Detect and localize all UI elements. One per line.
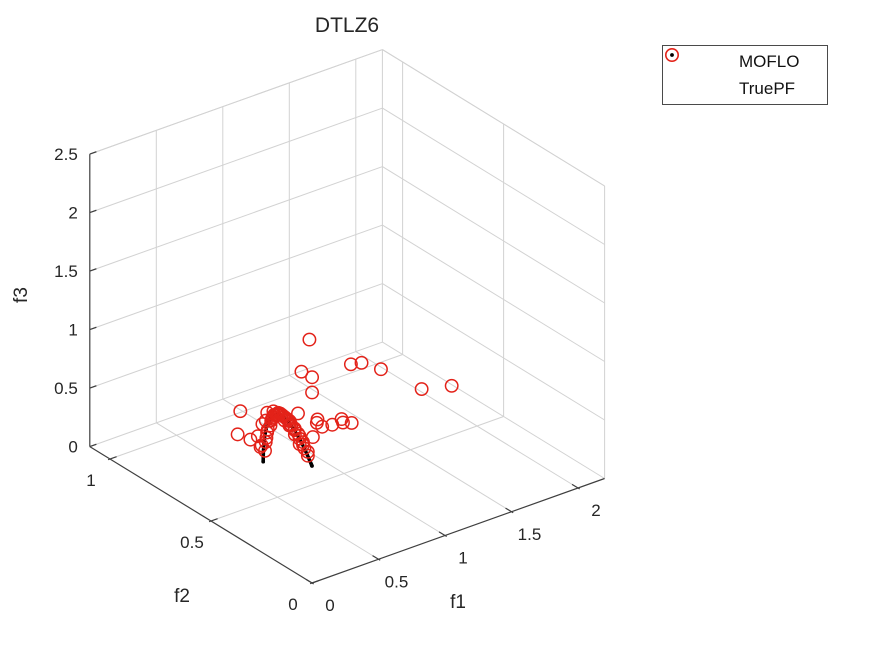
moflo-point (291, 406, 305, 421)
moflo-point (444, 378, 459, 393)
z-tick (89, 151, 97, 155)
x-tick (372, 555, 381, 561)
moflo-point (305, 385, 320, 400)
y-tick (107, 456, 117, 461)
box-edge (382, 49, 605, 187)
z-tick-label: 2 (68, 204, 77, 223)
legend-item-moflo: MOFLO (663, 48, 827, 75)
wall-grid-line (382, 107, 605, 245)
moflo-point (300, 444, 315, 459)
moflo-point (300, 448, 315, 463)
moflo-point (315, 419, 330, 434)
x-axis-line (311, 477, 605, 584)
floor-grid-line (210, 416, 504, 522)
x-axis-label: f1 (450, 592, 466, 613)
y-tick-label: 0.5 (180, 533, 204, 552)
moflo-point (305, 370, 320, 385)
moflo-point (305, 430, 320, 445)
x-tick-label: 0.5 (385, 572, 409, 591)
z-tick-label: 2.5 (54, 145, 78, 164)
wall-grid-line (382, 224, 605, 362)
moflo-point (302, 332, 317, 347)
box-edge (89, 49, 383, 155)
wall-grid-line (89, 224, 383, 331)
x-tick-label: 1.5 (518, 525, 542, 544)
truepf-point (310, 464, 314, 468)
moflo-point (253, 440, 268, 454)
y-tick-label: 1 (86, 471, 95, 490)
x-tick-label: 1 (458, 549, 467, 568)
wall-grid-line (89, 107, 383, 214)
moflo-point (230, 427, 245, 442)
x-tick-label: 2 (591, 501, 600, 520)
moflo-point (233, 404, 248, 419)
moflo-point (310, 412, 325, 427)
y-tick (208, 518, 218, 523)
wall-grid-line (382, 283, 605, 421)
x-tick-label: 0 (325, 596, 334, 615)
wall-grid-line (89, 166, 383, 272)
floor-grid-line (156, 422, 379, 560)
z-axis-label: f3 (11, 287, 32, 303)
z-tick-label: 0.5 (54, 379, 78, 398)
x-tick (505, 507, 514, 514)
floor-grid-line (289, 374, 512, 513)
moflo-point (243, 432, 258, 447)
floor-grid-line (109, 354, 403, 460)
legend-label-truepf: TruePF (739, 78, 796, 98)
x-tick (571, 483, 581, 490)
plot-title: DTLZ6 (314, 14, 380, 37)
y-axis-line (89, 446, 313, 584)
box-edge (382, 341, 605, 479)
box-edge (89, 341, 383, 448)
moflo-point (292, 437, 307, 452)
moflo-point (374, 362, 388, 377)
y-tick-label: 0 (288, 595, 297, 614)
legend-item-truepf: TruePF (663, 53, 827, 102)
z-tick (89, 209, 97, 214)
wall-grid-line (382, 166, 605, 304)
floor-grid-line (355, 351, 579, 489)
z-tick (89, 385, 97, 389)
moflo-point (254, 438, 269, 453)
moflo-point (250, 429, 265, 444)
z-tick-label: 1.5 (54, 262, 78, 281)
moflo-point (344, 416, 359, 430)
z-tick (89, 326, 97, 331)
wall-grid-line (89, 283, 383, 389)
moflo-point (297, 441, 312, 456)
y-axis-label: f2 (174, 586, 190, 607)
z-tick (89, 443, 97, 448)
floor-grid-line (222, 398, 446, 536)
z-tick (89, 268, 97, 272)
legend: MOFLO TruePF (662, 45, 828, 105)
moflo-point (343, 357, 358, 372)
x-tick (438, 531, 448, 538)
z-tick-label: 0 (68, 438, 77, 457)
moflo-point (294, 364, 309, 379)
legend-label-moflo: MOFLO (739, 51, 800, 71)
moflo-point (414, 382, 429, 397)
y-tick (309, 580, 319, 585)
moflo-point (336, 415, 350, 430)
moflo-point (354, 355, 369, 370)
z-tick-label: 1 (68, 321, 77, 340)
